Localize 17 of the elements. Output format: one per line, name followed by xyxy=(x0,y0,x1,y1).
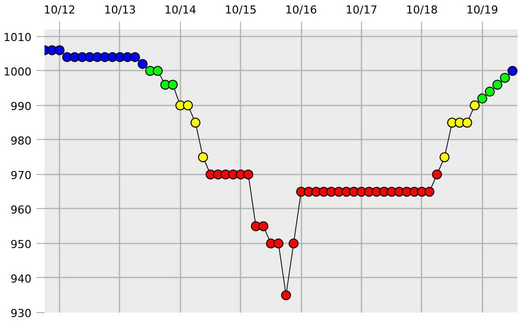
x-tick-label: 10/16 xyxy=(285,4,317,16)
y-tick-label: 950 xyxy=(10,238,32,251)
x-tick-label: 10/15 xyxy=(224,4,257,16)
y-tick-label: 940 xyxy=(10,272,32,286)
y-tick-label: 970 xyxy=(10,168,32,182)
x-tick-label: 10/13 xyxy=(104,4,136,16)
x-tick-label: 10/12 xyxy=(44,4,76,16)
y-tick-label: 990 xyxy=(10,100,32,113)
y-tick-label: 960 xyxy=(10,203,32,216)
x-tick-label: 10/17 xyxy=(346,4,378,16)
x-tick-label: 10/14 xyxy=(164,4,196,16)
y-tick-label: 1010 xyxy=(4,30,32,44)
x-tick-label: 10/19 xyxy=(466,4,498,16)
y-tick-label: 980 xyxy=(10,134,32,148)
y-tick-label: 1000 xyxy=(4,65,32,78)
x-tick-label: 10/18 xyxy=(406,4,438,16)
y-tick-label: 930 xyxy=(10,307,32,320)
